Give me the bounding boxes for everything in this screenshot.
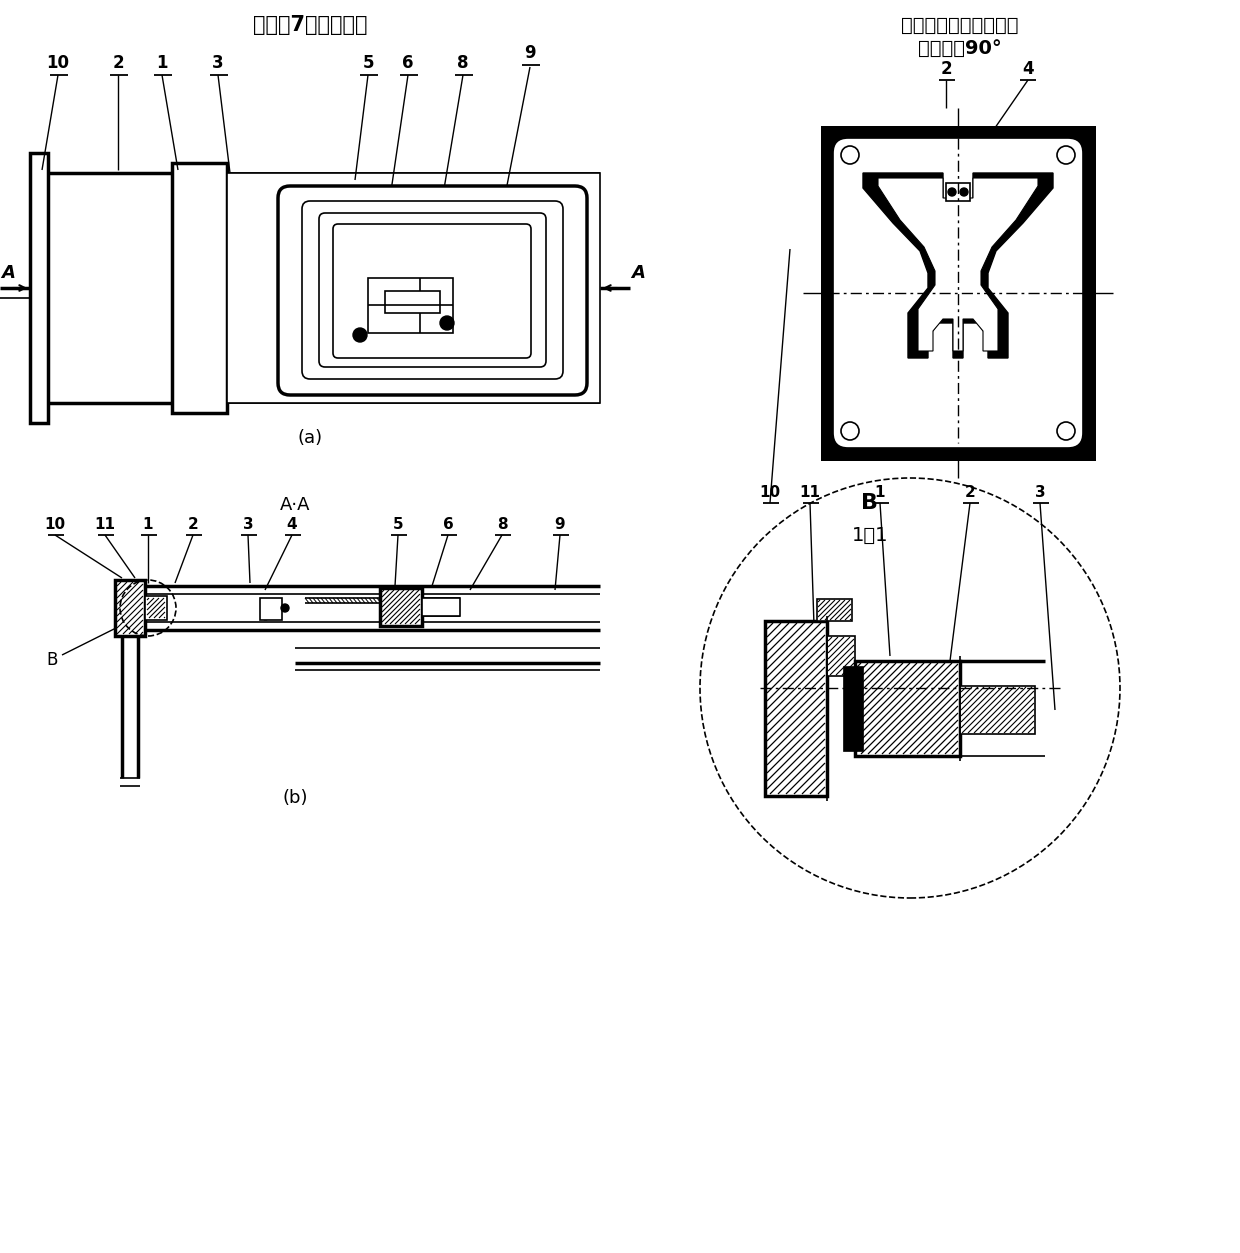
Bar: [148, 598, 165, 618]
Bar: [843, 667, 863, 751]
Bar: [828, 637, 854, 675]
Bar: [384, 291, 440, 313]
Text: 5: 5: [393, 517, 403, 533]
Bar: [172, 163, 227, 413]
Bar: [30, 153, 48, 424]
Text: 隐藏件7（窗口盖）: 隐藏件7（窗口盖）: [253, 15, 367, 35]
Bar: [856, 662, 960, 756]
Polygon shape: [863, 173, 1053, 358]
FancyBboxPatch shape: [319, 213, 546, 367]
Circle shape: [949, 188, 956, 195]
Polygon shape: [878, 178, 1038, 351]
Bar: [382, 590, 420, 624]
Text: A: A: [1, 264, 15, 282]
Text: 2: 2: [965, 485, 976, 500]
Text: 1: 1: [156, 54, 167, 71]
Text: 10: 10: [45, 517, 66, 533]
Bar: [857, 663, 959, 754]
Bar: [946, 183, 970, 200]
Text: (b): (b): [283, 789, 308, 807]
Text: 8: 8: [497, 517, 507, 533]
Bar: [827, 637, 856, 677]
Circle shape: [353, 328, 367, 342]
Text: 10: 10: [47, 54, 69, 71]
Text: 4: 4: [1022, 60, 1034, 78]
Text: 1：1: 1：1: [852, 525, 888, 545]
Bar: [768, 623, 825, 794]
Text: 5: 5: [362, 54, 373, 71]
Text: 2: 2: [940, 60, 952, 78]
Bar: [961, 687, 1034, 733]
Text: 2: 2: [187, 517, 198, 533]
Bar: [422, 598, 460, 616]
Text: 3: 3: [1034, 485, 1045, 500]
Text: 6: 6: [443, 517, 454, 533]
Text: 11: 11: [800, 485, 821, 500]
Text: 6: 6: [402, 54, 414, 71]
Bar: [960, 685, 1035, 734]
Bar: [818, 600, 851, 620]
FancyBboxPatch shape: [278, 185, 587, 395]
Text: A: A: [631, 264, 645, 282]
Text: (a): (a): [298, 429, 322, 447]
Text: 3: 3: [212, 54, 223, 71]
Text: 10: 10: [759, 485, 780, 500]
Bar: [115, 580, 145, 637]
Text: B: B: [862, 492, 878, 512]
Bar: [817, 599, 852, 621]
FancyBboxPatch shape: [334, 224, 531, 358]
Text: 3: 3: [243, 517, 253, 533]
Text: 9: 9: [525, 44, 536, 61]
Bar: [260, 598, 281, 620]
Bar: [227, 173, 600, 403]
Circle shape: [440, 316, 454, 330]
Text: B: B: [46, 652, 58, 669]
Text: A·A: A·A: [280, 496, 310, 514]
Circle shape: [960, 188, 968, 195]
Text: 向左旋轣90°: 向左旋轣90°: [918, 39, 1002, 58]
FancyBboxPatch shape: [833, 138, 1083, 449]
Text: 8: 8: [458, 54, 469, 71]
Text: 11: 11: [94, 517, 115, 533]
Circle shape: [281, 604, 289, 611]
Text: 9: 9: [554, 517, 565, 533]
Text: 1: 1: [874, 485, 885, 500]
Text: 2: 2: [112, 54, 124, 71]
Bar: [117, 581, 143, 634]
Bar: [833, 138, 1083, 449]
FancyBboxPatch shape: [303, 200, 563, 378]
Bar: [765, 621, 827, 796]
Bar: [145, 596, 167, 620]
Bar: [368, 278, 453, 333]
Text: 1: 1: [143, 517, 154, 533]
Text: 隐藏前盖及连接器插座: 隐藏前盖及连接器插座: [901, 15, 1019, 35]
Bar: [379, 588, 422, 626]
Text: 4: 4: [286, 517, 298, 533]
